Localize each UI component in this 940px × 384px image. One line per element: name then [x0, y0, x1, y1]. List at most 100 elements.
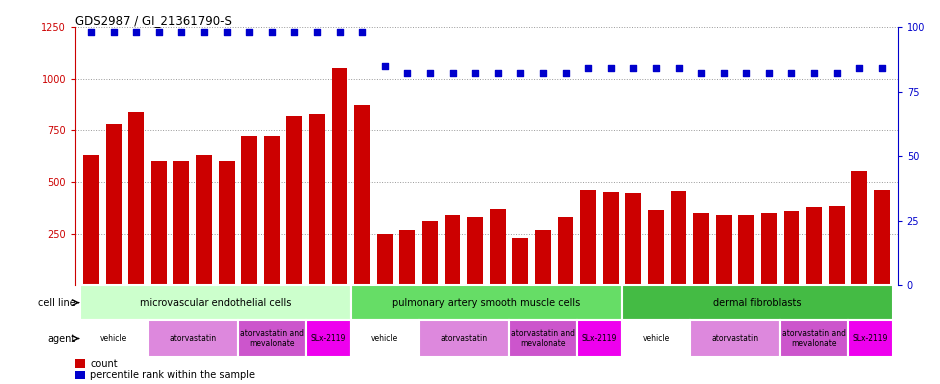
Bar — [306, 320, 351, 357]
Text: percentile rank within the sample: percentile rank within the sample — [90, 370, 255, 380]
Bar — [467, 217, 483, 285]
Text: count: count — [90, 359, 118, 369]
Bar — [690, 320, 780, 357]
Point — [784, 70, 799, 76]
Text: atorvastatin: atorvastatin — [712, 334, 759, 343]
Point — [219, 29, 234, 35]
Point — [874, 65, 889, 71]
Text: agent: agent — [47, 334, 75, 344]
Bar — [622, 285, 893, 320]
Bar — [512, 238, 528, 285]
Text: microvascular endothelial cells: microvascular endothelial cells — [140, 298, 291, 308]
Text: atorvastatin and
mevalonate: atorvastatin and mevalonate — [511, 329, 575, 348]
Bar — [105, 124, 121, 285]
Text: atorvastatin and
mevalonate: atorvastatin and mevalonate — [782, 329, 846, 348]
Point — [513, 70, 528, 76]
Bar — [80, 285, 351, 320]
Point — [558, 70, 573, 76]
Point — [332, 29, 347, 35]
Bar — [400, 230, 415, 285]
Point — [400, 70, 415, 76]
Point — [491, 70, 506, 76]
Point — [129, 29, 144, 35]
Bar — [238, 320, 306, 357]
Point — [354, 29, 369, 35]
Bar — [739, 215, 754, 285]
Bar — [83, 155, 99, 285]
Bar — [151, 161, 166, 285]
Point — [151, 29, 166, 35]
Bar — [535, 230, 551, 285]
Bar — [780, 320, 848, 357]
Point — [309, 29, 324, 35]
Point — [852, 65, 867, 71]
Text: dermal fibroblasts: dermal fibroblasts — [713, 298, 802, 308]
Bar — [445, 215, 461, 285]
Text: SLx-2119: SLx-2119 — [853, 334, 888, 343]
Point — [694, 70, 709, 76]
Point — [242, 29, 257, 35]
Point — [196, 29, 212, 35]
Bar — [174, 161, 189, 285]
Bar — [509, 320, 577, 357]
Bar — [577, 320, 622, 357]
Point — [829, 70, 844, 76]
Text: cell line: cell line — [38, 298, 75, 308]
Bar — [622, 320, 690, 357]
Bar — [242, 136, 258, 285]
Point — [603, 65, 619, 71]
Bar — [715, 215, 731, 285]
Text: SLx-2119: SLx-2119 — [582, 334, 618, 343]
Point — [445, 70, 460, 76]
Bar — [264, 136, 280, 285]
Point — [671, 65, 686, 71]
Bar — [128, 112, 144, 285]
Bar — [196, 155, 212, 285]
Bar — [332, 68, 348, 285]
Text: GDS2987 / GI_21361790-S: GDS2987 / GI_21361790-S — [75, 14, 232, 27]
Text: vehicle: vehicle — [371, 334, 399, 343]
Bar — [625, 194, 641, 285]
Point — [264, 29, 279, 35]
Bar — [351, 320, 418, 357]
Bar — [219, 161, 234, 285]
Bar — [354, 106, 370, 285]
Bar — [874, 190, 890, 285]
Bar — [490, 209, 506, 285]
Bar — [807, 207, 822, 285]
Bar — [80, 320, 148, 357]
Bar — [784, 211, 799, 285]
Bar — [848, 320, 893, 357]
Bar — [829, 206, 845, 285]
Text: pulmonary artery smooth muscle cells: pulmonary artery smooth muscle cells — [392, 298, 581, 308]
Point — [174, 29, 189, 35]
Point — [626, 65, 641, 71]
Point — [739, 70, 754, 76]
Point — [807, 70, 822, 76]
Bar — [557, 217, 573, 285]
Text: vehicle: vehicle — [642, 334, 669, 343]
Point — [422, 70, 437, 76]
Bar — [603, 192, 619, 285]
Bar — [580, 190, 596, 285]
Text: atorvastatin: atorvastatin — [169, 334, 216, 343]
Point — [761, 70, 776, 76]
Bar — [761, 213, 776, 285]
Bar — [418, 320, 509, 357]
Bar — [670, 191, 686, 285]
Text: atorvastatin and
mevalonate: atorvastatin and mevalonate — [240, 329, 304, 348]
Bar — [648, 210, 664, 285]
Point — [581, 65, 596, 71]
Bar — [852, 170, 868, 285]
Point — [377, 63, 392, 69]
Bar — [377, 234, 393, 285]
Bar — [422, 221, 438, 285]
Point — [716, 70, 731, 76]
Bar — [693, 213, 709, 285]
Text: vehicle: vehicle — [100, 334, 127, 343]
Point — [287, 29, 302, 35]
Bar — [287, 116, 303, 285]
Text: atorvastatin: atorvastatin — [440, 334, 488, 343]
Point — [84, 29, 99, 35]
Point — [649, 65, 664, 71]
